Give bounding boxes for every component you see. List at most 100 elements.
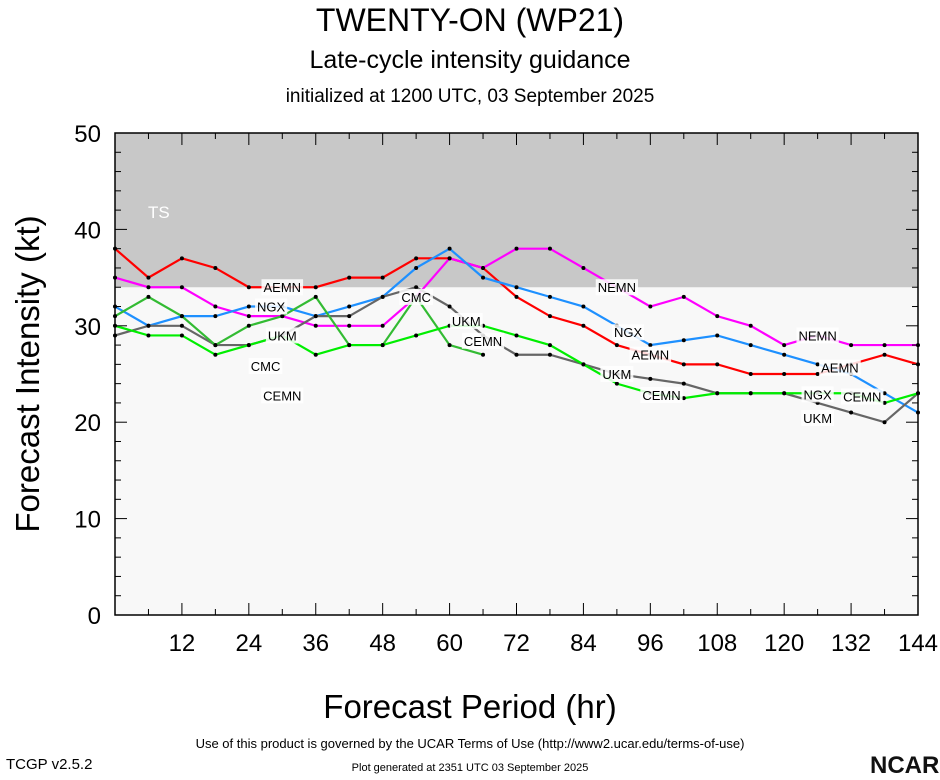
series-label-text: AEMN <box>821 361 859 376</box>
ncar-logo: NCAR <box>870 752 940 779</box>
data-point-ngx <box>547 294 552 299</box>
y-tick-label: 0 <box>88 603 101 630</box>
data-point-cemn <box>380 343 385 348</box>
data-point-cemn <box>213 352 218 357</box>
x-tick-label: 12 <box>169 630 196 657</box>
data-point-ngx <box>481 275 486 280</box>
data-point-ngx <box>648 343 653 348</box>
x-tick-label: 72 <box>503 630 530 657</box>
series-label-text: AEMN <box>264 280 302 295</box>
series-label-aemn: AEMN <box>629 346 672 363</box>
series-label-ukm: UKM <box>265 327 299 344</box>
x-tick-label: 96 <box>637 630 664 657</box>
series-label-background <box>248 357 283 374</box>
data-point-cemn <box>581 362 586 367</box>
data-point-ngx <box>414 265 419 270</box>
y-tick-label: 30 <box>74 314 101 341</box>
data-point-ngx <box>715 333 720 338</box>
data-point-ukm <box>313 314 318 319</box>
data-point-ukm <box>347 314 352 319</box>
series-label-background <box>841 388 884 405</box>
series-label-cmc: CMC <box>248 357 283 374</box>
data-point-ngx <box>882 391 887 396</box>
data-point-aemn <box>514 294 519 299</box>
series-label-text: UKM <box>602 367 631 382</box>
data-point-aemn <box>313 285 318 290</box>
data-point-nemn <box>547 246 552 251</box>
data-point-cemn <box>313 352 318 357</box>
data-point-cemn <box>514 333 519 338</box>
data-point-nemn <box>514 246 519 251</box>
data-point-nemn <box>782 343 787 348</box>
data-point-ngx <box>447 246 452 251</box>
data-point-aemn <box>681 362 686 367</box>
data-point-ukm <box>447 304 452 309</box>
series-label-cemn: CEMN <box>461 332 505 349</box>
data-point-nemn <box>347 323 352 328</box>
x-tick-label: 144 <box>898 630 938 657</box>
data-point-ngx <box>815 362 820 367</box>
x-tick-label: 108 <box>697 630 737 657</box>
series-label-ukm: UKM <box>801 409 835 426</box>
series-label-text: UKM <box>268 328 297 343</box>
data-point-cmc <box>246 323 251 328</box>
data-point-cemn <box>882 400 887 405</box>
series-label-text: CMC <box>251 359 281 374</box>
data-point-ngx <box>213 314 218 319</box>
data-point-cmc <box>213 343 218 348</box>
y-tick-label: 10 <box>74 507 101 534</box>
data-point-ukm <box>514 352 519 357</box>
series-label-nemn: NEMN <box>796 327 839 344</box>
data-point-ukm <box>179 323 184 328</box>
data-point-cmc <box>313 294 318 299</box>
y-tick-label: 50 <box>74 121 101 148</box>
data-point-ngx <box>514 285 519 290</box>
series-label-text: NGX <box>804 387 833 402</box>
series-label-text: CMC <box>401 290 431 305</box>
generated-text: Plot generated at 2351 UTC 03 September … <box>351 762 589 774</box>
series-label-aemn: AEMN <box>819 359 861 376</box>
data-point-cemn <box>179 333 184 338</box>
terms-text: Use of this product is governed by the U… <box>195 736 745 751</box>
data-point-aemn <box>246 285 251 290</box>
data-point-nemn <box>849 343 854 348</box>
series-label-aemn: AEMN <box>261 279 304 296</box>
x-tick-label: 120 <box>764 630 804 657</box>
data-point-aemn <box>213 265 218 270</box>
series-label-nemn: NEMN <box>595 279 639 296</box>
data-point-nemn <box>447 256 452 261</box>
data-point-cmc <box>447 343 452 348</box>
series-label-text: NEMN <box>798 328 836 343</box>
data-point-cemn <box>715 391 720 396</box>
data-point-ukm <box>146 323 151 328</box>
series-label-text: CEMN <box>642 388 680 403</box>
data-point-nemn <box>715 314 720 319</box>
data-point-ngx <box>581 304 586 309</box>
y-axis-label: Forecast Intensity (kt) <box>9 215 46 533</box>
series-label-background <box>801 409 835 426</box>
data-point-cemn <box>748 391 753 396</box>
series-label-text: CEMN <box>843 389 881 404</box>
series-label-text: CEMN <box>464 334 502 349</box>
data-point-ukm <box>849 410 854 415</box>
data-point-ukm <box>681 381 686 386</box>
data-point-cemn <box>246 343 251 348</box>
data-point-cmc <box>179 314 184 319</box>
series-label-background <box>640 386 683 403</box>
series-label-background <box>796 327 839 344</box>
series-label-text: UKM <box>803 411 832 426</box>
data-point-nemn <box>179 285 184 290</box>
series-label-ngx: NGX <box>801 386 834 403</box>
series-label-text: UKM <box>452 314 481 329</box>
data-point-aemn <box>146 275 151 280</box>
ts-band <box>115 133 918 288</box>
data-point-ukm <box>547 352 552 357</box>
chart-init-time: initialized at 1200 UTC, 03 September 20… <box>285 86 655 107</box>
data-point-nemn <box>581 265 586 270</box>
data-point-aemn <box>347 275 352 280</box>
data-point-cemn <box>782 391 787 396</box>
data-point-aemn <box>782 372 787 376</box>
data-point-cemn <box>614 381 619 386</box>
